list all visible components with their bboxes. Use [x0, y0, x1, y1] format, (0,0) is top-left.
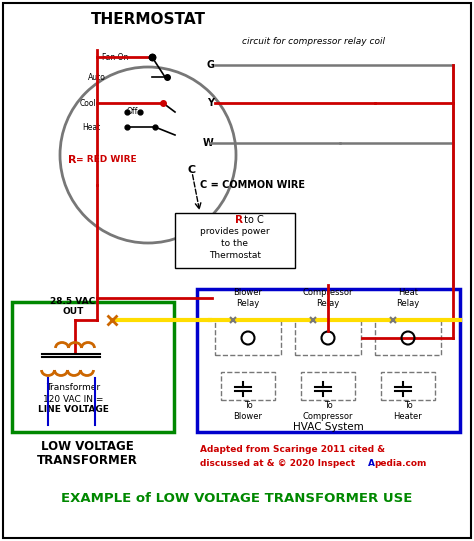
Text: discussed at & © 2020 Inspect: discussed at & © 2020 Inspect: [200, 459, 355, 467]
Text: Heat: Heat: [82, 122, 100, 131]
Text: Transformer: Transformer: [46, 384, 100, 393]
Text: G: G: [207, 60, 215, 70]
Text: Y: Y: [207, 98, 214, 108]
Text: W: W: [203, 138, 214, 148]
Text: R: R: [235, 215, 243, 225]
Text: C = COMMON WIRE: C = COMMON WIRE: [200, 180, 305, 190]
Text: EXAMPLE of LOW VOLTAGE TRANSFORMER USE: EXAMPLE of LOW VOLTAGE TRANSFORMER USE: [61, 492, 413, 505]
Text: 28.5 VAC: 28.5 VAC: [50, 298, 96, 307]
Text: provides power: provides power: [200, 228, 270, 236]
Text: THERMOSTAT: THERMOSTAT: [91, 12, 206, 28]
Text: Thermostat: Thermostat: [209, 252, 261, 261]
Text: Compressor
Relay: Compressor Relay: [303, 288, 353, 308]
Text: A: A: [368, 459, 375, 467]
Text: Cool: Cool: [80, 98, 97, 108]
Text: LOW VOLTAGE: LOW VOLTAGE: [41, 440, 133, 453]
Text: To
Compressor: To Compressor: [303, 401, 353, 421]
Bar: [12, 302, 174, 432]
Text: Blower
Relay: Blower Relay: [234, 288, 263, 308]
Bar: [197, 289, 460, 432]
Text: = RED WIRE: = RED WIRE: [76, 155, 137, 164]
Text: To
Blower: To Blower: [234, 401, 263, 421]
Bar: [215, 320, 281, 355]
Text: Heat
Relay: Heat Relay: [396, 288, 419, 308]
Text: Adapted from Scaringe 2011 cited &: Adapted from Scaringe 2011 cited &: [200, 445, 385, 454]
Text: TRANSFORMER: TRANSFORMER: [36, 453, 137, 466]
Text: C: C: [188, 165, 196, 175]
Text: HVAC System: HVAC System: [292, 422, 364, 432]
Bar: [221, 372, 275, 400]
Text: Off: Off: [127, 108, 138, 116]
Bar: [381, 372, 435, 400]
Text: to C: to C: [241, 215, 264, 225]
Text: To
Heater: To Heater: [393, 401, 422, 421]
Text: pedia.com: pedia.com: [374, 459, 427, 467]
Bar: [301, 372, 355, 400]
Bar: [295, 320, 361, 355]
Text: OUT: OUT: [62, 307, 84, 316]
Bar: [375, 320, 441, 355]
Text: Fan On: Fan On: [102, 54, 128, 63]
Text: to the: to the: [221, 240, 248, 248]
Text: LINE VOLTAGE: LINE VOLTAGE: [37, 406, 109, 414]
Bar: [175, 213, 295, 268]
Text: Auto: Auto: [88, 72, 106, 82]
Text: circuit for compressor relay coil: circuit for compressor relay coil: [242, 37, 385, 47]
Text: 120 VAC IN =: 120 VAC IN =: [43, 394, 103, 404]
Text: R: R: [68, 155, 76, 165]
